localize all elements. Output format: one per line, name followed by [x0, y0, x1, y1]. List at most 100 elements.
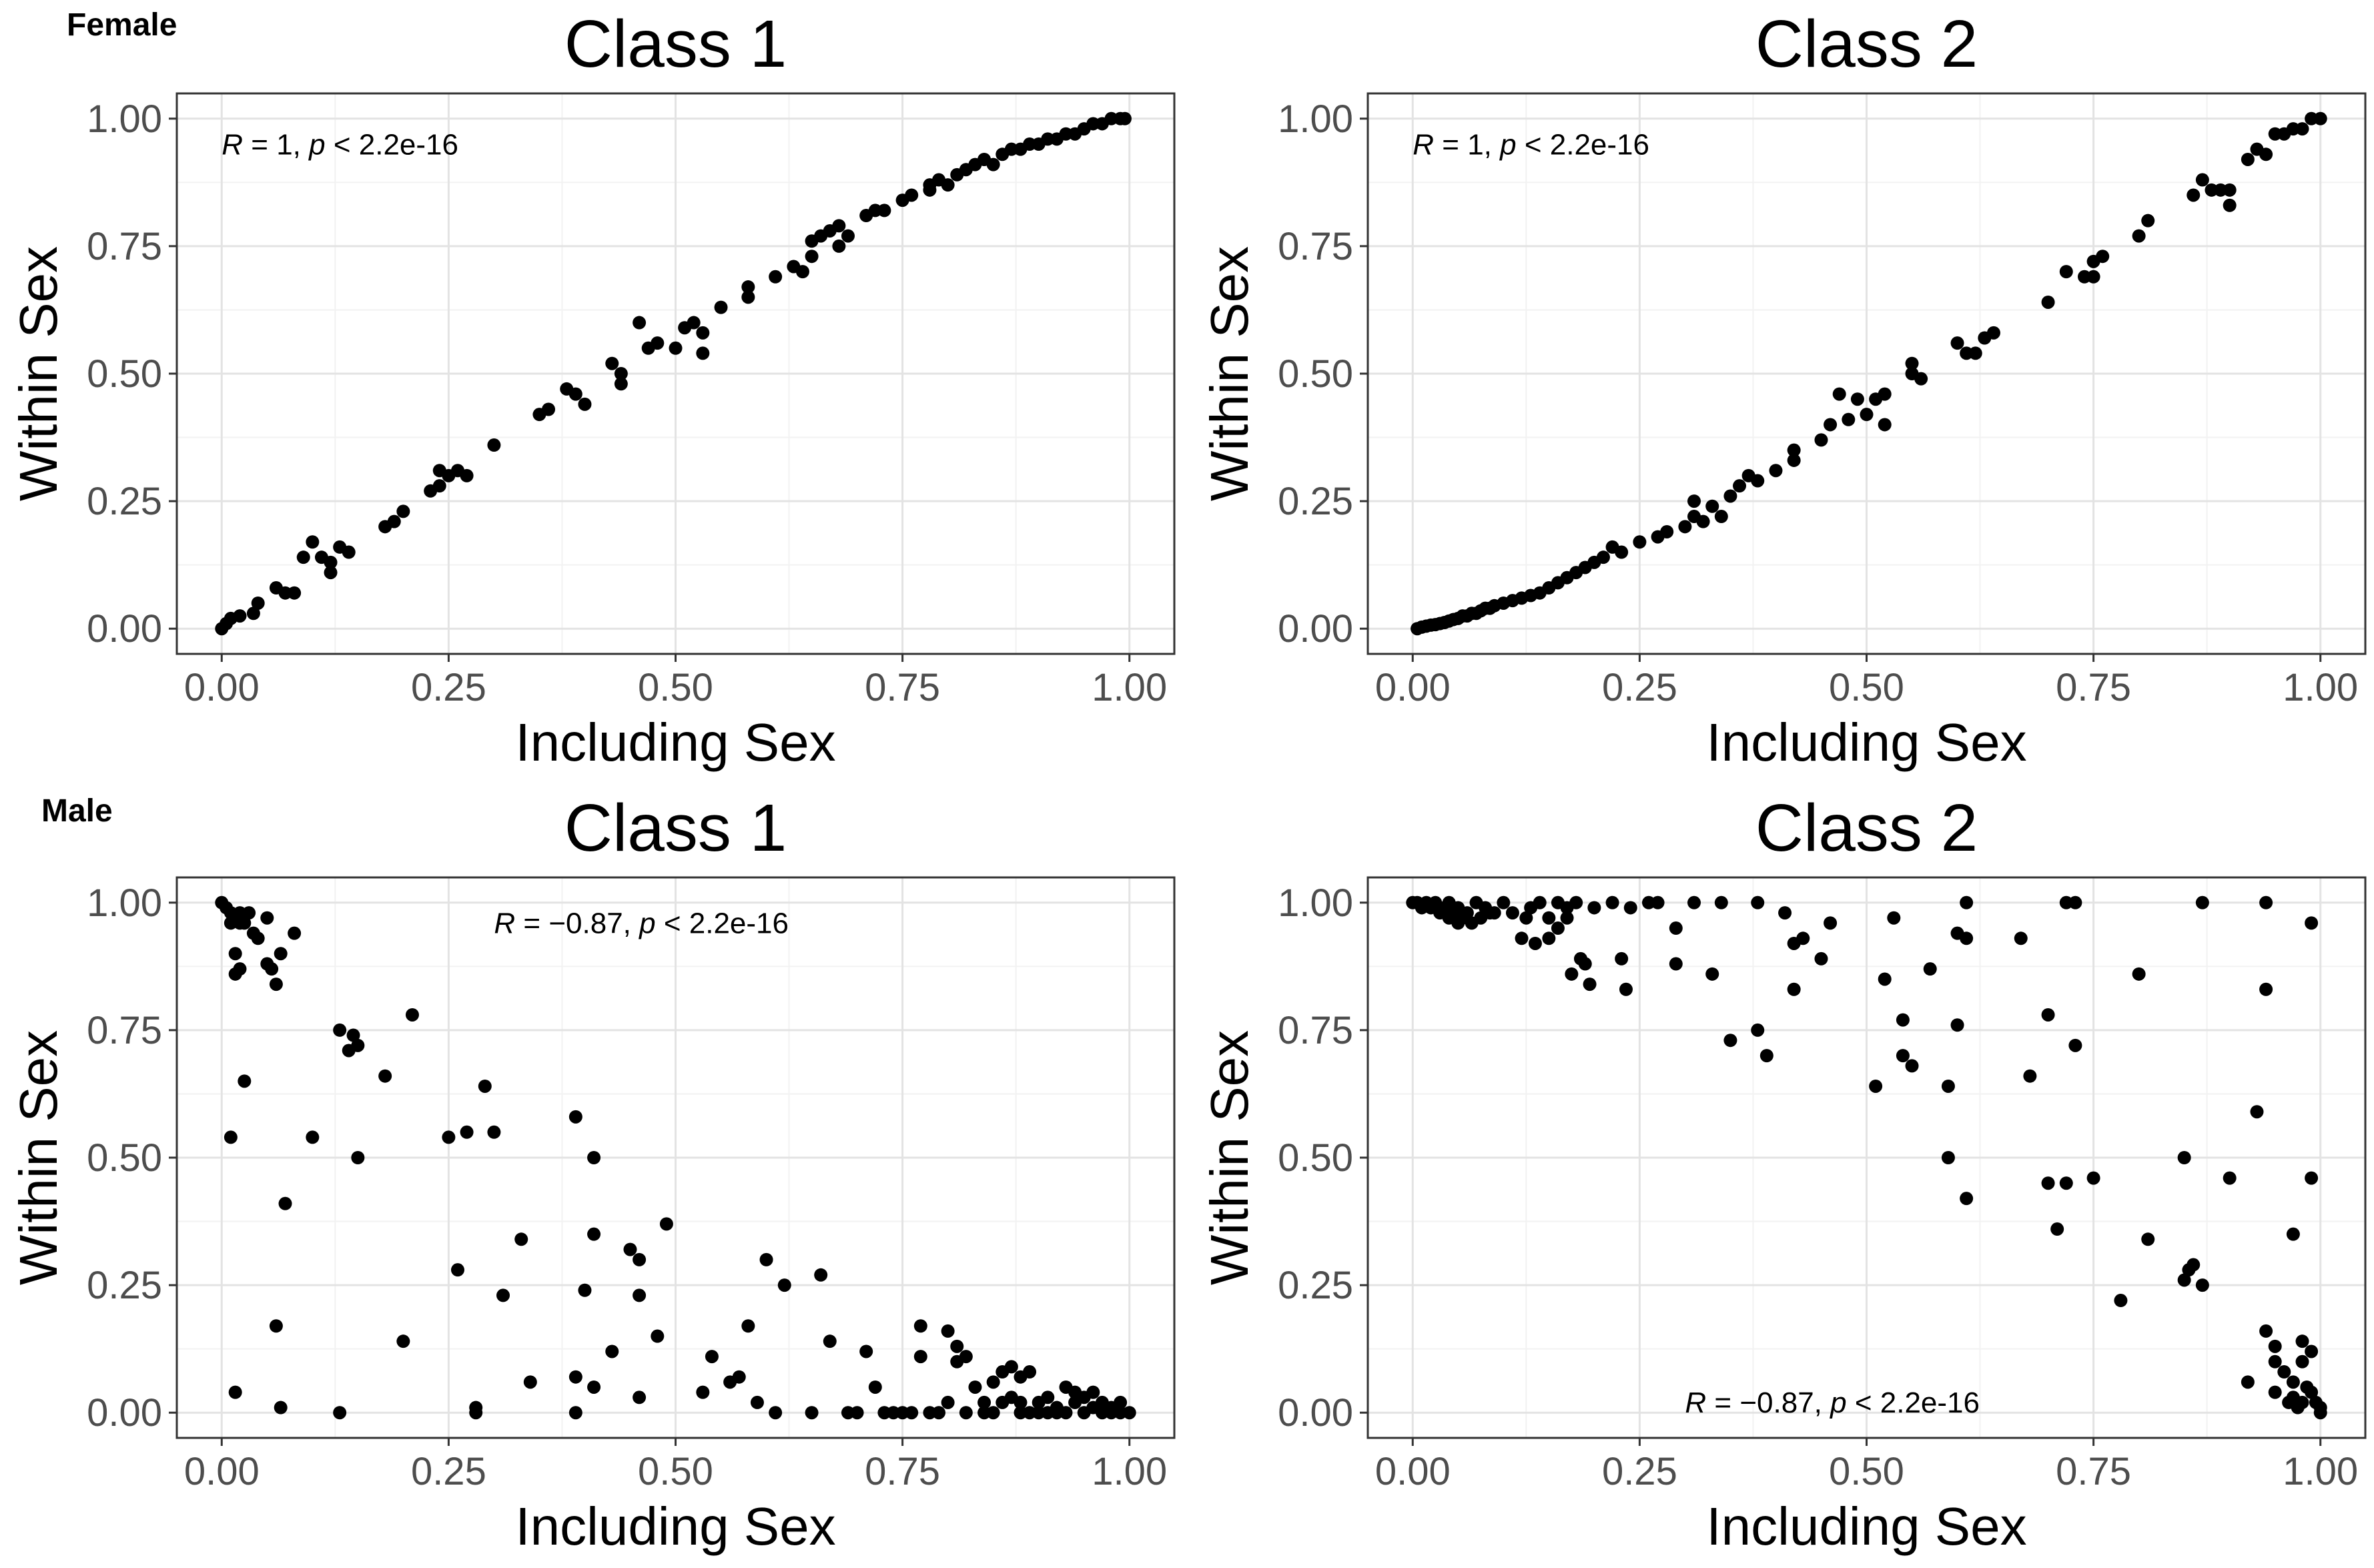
- data-point: [224, 1130, 238, 1144]
- data-point: [1787, 982, 1801, 996]
- data-point: [2259, 1324, 2273, 1338]
- data-point: [623, 1242, 637, 1256]
- x-axis-label: Including Sex: [1706, 713, 2026, 772]
- data-point: [228, 947, 242, 961]
- data-point: [233, 962, 247, 976]
- y-tick-label: 0.50: [87, 352, 162, 396]
- data-point: [2068, 895, 2082, 909]
- data-point: [2305, 1171, 2319, 1185]
- data-point: [1583, 977, 1597, 992]
- y-tick-label: 0.75: [1278, 1009, 1353, 1052]
- y-tick-label: 0.50: [1278, 352, 1353, 396]
- x-tick-label: 0.00: [1375, 1450, 1451, 1493]
- data-point: [905, 188, 919, 202]
- data-point: [633, 1252, 647, 1266]
- data-point: [1850, 392, 1864, 406]
- data-point: [1059, 1406, 1073, 1420]
- data-point: [633, 1288, 647, 1302]
- data-point: [523, 1375, 537, 1389]
- panel-border: [1366, 92, 2367, 655]
- data-point: [1751, 1023, 1765, 1037]
- data-point: [568, 1406, 582, 1420]
- x-tick-label: 0.75: [2056, 666, 2131, 709]
- data-point: [1950, 1018, 1964, 1032]
- x-tick-label: 0.75: [865, 1450, 940, 1493]
- data-point: [2223, 1171, 2237, 1185]
- data-point: [2177, 1273, 2191, 1287]
- annotation-p-label: p: [638, 907, 655, 940]
- data-point: [977, 1395, 992, 1409]
- data-point: [306, 1130, 320, 1144]
- data-point: [265, 962, 279, 976]
- row-label-female: Female: [67, 7, 177, 43]
- data-point: [1887, 911, 1901, 925]
- data-point: [2059, 265, 2073, 279]
- data-point: [1914, 372, 1928, 386]
- x-tick-label: 0.25: [1602, 666, 1677, 709]
- correlation-annotation: R = 1, p < 2.2e-16: [1413, 128, 1649, 161]
- data-point: [2259, 147, 2273, 161]
- data-point: [1723, 489, 1737, 503]
- annotation-p-text: < 2.2e-16: [1517, 128, 1649, 161]
- panel-border: [1366, 876, 2367, 1439]
- data-point: [228, 1385, 242, 1399]
- y-tick-label: 1.00: [1278, 881, 1353, 925]
- data-point: [568, 1110, 582, 1124]
- data-point: [396, 1334, 410, 1348]
- data-point: [805, 250, 819, 264]
- data-point: [2282, 1395, 2296, 1409]
- panel-title: Class 1: [564, 7, 787, 81]
- data-point: [1487, 906, 1501, 920]
- data-point: [2086, 270, 2100, 284]
- data-point: [823, 1334, 837, 1348]
- y-tick-label: 0.75: [87, 1009, 162, 1052]
- data-point: [2132, 229, 2146, 243]
- data-point: [487, 438, 501, 452]
- data-point: [1528, 936, 1542, 950]
- data-point: [1542, 931, 1556, 945]
- data-point: [1533, 895, 1547, 909]
- data-point: [1596, 550, 1610, 564]
- y-tick-label: 0.00: [1278, 1391, 1353, 1435]
- data-point: [1769, 464, 1783, 478]
- data-point: [1896, 1013, 1910, 1027]
- data-point: [2059, 1176, 2073, 1190]
- data-point: [251, 931, 265, 945]
- data-point: [1619, 982, 1633, 996]
- data-point: [2041, 1176, 2055, 1190]
- data-point: [1796, 931, 1810, 945]
- data-point: [659, 1217, 673, 1231]
- data-point: [1905, 1059, 1919, 1073]
- data-point: [2195, 173, 2209, 187]
- x-axis-label: Including Sex: [1706, 1497, 2026, 1556]
- data-point: [2014, 931, 2028, 945]
- data-point: [2313, 111, 2327, 125]
- x-tick-label: 1.00: [1092, 1450, 1167, 1493]
- data-point: [542, 402, 556, 416]
- data-point: [1778, 906, 1792, 920]
- data-point: [1560, 911, 1574, 925]
- data-point: [396, 504, 410, 518]
- data-point: [1615, 951, 1629, 965]
- annotation-p-text: < 2.2e-16: [656, 907, 789, 940]
- data-point: [2141, 214, 2155, 228]
- annotation-rest: = 1,: [243, 128, 309, 161]
- data-point: [1923, 962, 1937, 976]
- data-point: [568, 387, 582, 401]
- data-point: [1787, 453, 1801, 467]
- data-point: [1578, 957, 1592, 971]
- data-point: [1515, 931, 1529, 945]
- y-tick-label: 0.25: [1278, 1264, 1353, 1307]
- data-point: [705, 1350, 719, 1364]
- data-point: [1505, 906, 1519, 920]
- data-point: [941, 178, 955, 192]
- annotation-p-label: p: [1829, 1387, 1846, 1419]
- data-point: [2023, 1069, 2037, 1083]
- y-tick-label: 0.50: [1278, 1136, 1353, 1180]
- panel-title: Class 1: [564, 791, 787, 865]
- panel-title: Class 2: [1755, 791, 1978, 865]
- data-point: [2286, 1227, 2300, 1241]
- data-point: [2187, 188, 2201, 202]
- data-point: [342, 545, 356, 559]
- data-point: [450, 1263, 464, 1277]
